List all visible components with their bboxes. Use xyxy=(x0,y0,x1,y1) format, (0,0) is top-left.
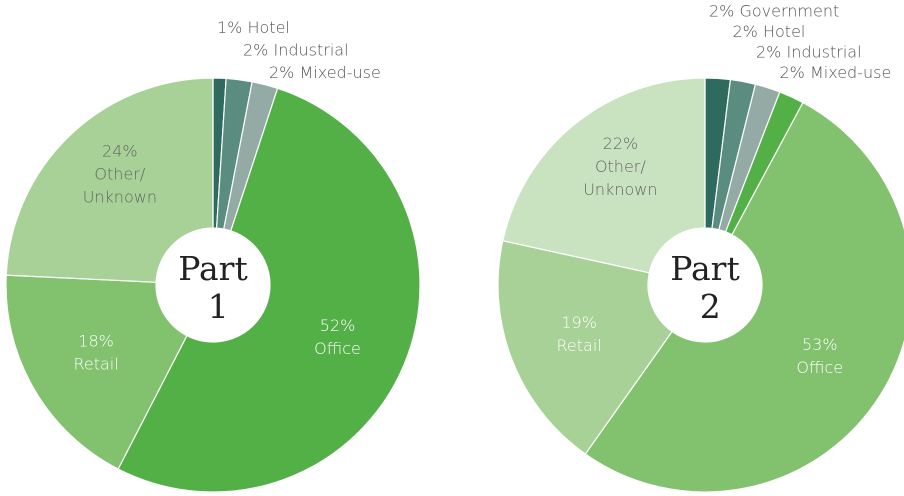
category-label: Other/Unknown xyxy=(83,164,157,206)
category-label: Government xyxy=(739,2,839,21)
category-label: Hotel xyxy=(763,22,805,41)
center-title: Part 2 xyxy=(670,249,739,326)
value-label: 18% xyxy=(78,332,114,351)
category-label: Office xyxy=(796,358,843,377)
slice-label: 53% Office xyxy=(796,335,843,377)
category-label: Retail xyxy=(73,355,118,374)
slice-label: 18% Retail xyxy=(73,332,118,374)
center-title: Part 1 xyxy=(178,249,247,326)
slice-label: 22% Other/Unknown xyxy=(583,134,657,199)
category-label: Industrial xyxy=(786,43,861,62)
value-label: 22% xyxy=(603,134,639,153)
value-label: 24% xyxy=(102,141,138,160)
slice-label: 2% Government xyxy=(709,2,839,21)
value-label: 19% xyxy=(561,313,597,332)
slice-label: 1% Hotel xyxy=(217,18,290,37)
value-label: 52% xyxy=(320,316,356,335)
text-line: Other/ xyxy=(595,157,646,176)
text-line: 2 xyxy=(689,287,721,326)
category-label: Mixed-use xyxy=(810,63,891,82)
text-line: Unknown xyxy=(83,187,157,206)
text-line: Unknown xyxy=(583,180,657,199)
slice-label: 2% Industrial xyxy=(243,41,349,60)
slice-label: 2% Mixed-use xyxy=(269,63,381,82)
slice-label: 19% Retail xyxy=(557,313,602,355)
category-label: Mixed-use xyxy=(299,63,380,82)
category-label: Other/Unknown xyxy=(583,157,657,199)
slice-label: 2% Hotel xyxy=(733,22,806,41)
donut-hole xyxy=(648,228,762,342)
value-label: 2% xyxy=(709,2,734,21)
text-line: 1 xyxy=(197,287,229,326)
donut-hole xyxy=(156,228,270,342)
value-label: 2% xyxy=(780,63,805,82)
slice-label: 24% Other/Unknown xyxy=(83,141,157,206)
category-label: Office xyxy=(314,339,361,358)
slice-label: 52% Office xyxy=(314,316,361,358)
value-label: 2% xyxy=(756,43,781,62)
category-label: Retail xyxy=(557,336,602,355)
value-label: 2% xyxy=(243,41,268,60)
text-line: Part xyxy=(178,249,247,288)
category-label: Hotel xyxy=(247,18,289,37)
slice-label: 2% Industrial xyxy=(756,43,862,62)
value-label: 2% xyxy=(733,22,758,41)
category-label: Industrial xyxy=(273,41,348,60)
text-line: Part xyxy=(670,249,739,288)
value-label: 2% xyxy=(269,63,294,82)
value-label: 1% xyxy=(217,18,242,37)
value-label: 53% xyxy=(802,335,838,354)
slice-label: 2% Mixed-use xyxy=(780,63,892,82)
text-line: Other/ xyxy=(94,164,145,183)
